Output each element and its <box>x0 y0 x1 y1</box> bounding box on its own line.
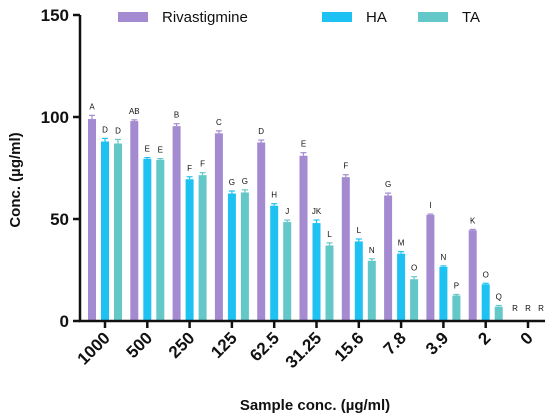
x-tick-label: 15.6 <box>331 328 368 365</box>
bar-ha-7.8 <box>397 253 406 321</box>
bar-rivastigmine-250 <box>172 126 181 322</box>
significance-letter: D <box>258 127 264 136</box>
legend: Rivastigmine HA TA <box>118 9 480 26</box>
significance-letter: J <box>285 207 289 216</box>
significance-letter: F <box>200 160 205 169</box>
x-ticks: 1000 500 250 125 62.531.25 15.6 7.8 3.9 2 0 <box>74 321 537 372</box>
significance-letter: E <box>145 145 150 154</box>
significance-letter: G <box>229 178 235 187</box>
significance-letter: G <box>385 180 391 189</box>
x-tick-label: 31.25 <box>282 328 326 372</box>
x-tick-label: 250 <box>165 328 198 361</box>
bar-rivastigmine-7.8 <box>384 195 393 321</box>
bar-ha-2 <box>481 284 490 321</box>
significance-letter: AB <box>129 107 140 116</box>
y-tick-label: 50 <box>50 210 69 229</box>
bar-rivastigmine-125 <box>214 133 223 321</box>
y-ticks: 0 50 100 150 <box>41 6 80 331</box>
bar-ta-125 <box>240 192 249 321</box>
bar-ha-15.6 <box>354 241 363 321</box>
significance-letters: A AB B C D E F G I K R D E F G H JK L M N O R D E F G J L N O P Q R <box>89 102 544 313</box>
significance-letter: B <box>174 111 179 120</box>
significance-letter: G <box>242 177 248 186</box>
significance-letter: P <box>454 281 459 290</box>
bar-rivastigmine-15.6 <box>341 177 350 321</box>
significance-letter: M <box>398 239 405 248</box>
y-axis-title: Conc. (µg/ml) <box>7 132 24 227</box>
bar-rivastigmine-3.9 <box>426 214 435 321</box>
legend-swatch-ta <box>418 12 448 22</box>
bar-ta-62.5 <box>283 222 292 321</box>
y-tick-label: 100 <box>41 108 69 127</box>
bar-ha-250 <box>185 179 194 321</box>
significance-letter: R <box>525 304 531 313</box>
bar-ta-1000 <box>114 143 122 321</box>
x-tick-label: 7.8 <box>380 328 410 358</box>
x-tick-label: 3.9 <box>422 328 452 358</box>
legend-label-ha: HA <box>366 9 387 26</box>
significance-letter: L <box>327 230 332 239</box>
legend-label-ta: TA <box>462 9 480 26</box>
bar-ha-62.5 <box>270 205 279 321</box>
bar-rivastigmine-1000 <box>88 119 96 321</box>
significance-letter: O <box>411 264 417 273</box>
significance-letter: A <box>89 102 95 111</box>
bar-rivastigmine-500 <box>130 121 139 321</box>
significance-letter: N <box>441 253 447 262</box>
bar-ha-31.25 <box>312 223 321 321</box>
significance-letter: JK <box>312 207 322 216</box>
significance-letter: C <box>216 118 222 127</box>
significance-letter: N <box>369 246 375 255</box>
significance-letter: D <box>102 125 108 134</box>
x-tick-label: 62.5 <box>246 328 283 365</box>
bar-ha-1000 <box>101 141 109 321</box>
significance-letter: E <box>158 146 163 155</box>
significance-letter: R <box>538 304 544 313</box>
legend-swatch-rivastigmine <box>118 12 148 22</box>
significance-letter: Q <box>496 292 502 301</box>
x-tick-label: 1000 <box>74 328 114 368</box>
significance-letter: E <box>301 140 306 149</box>
x-tick-label: 0 <box>517 328 537 348</box>
bar-ha-500 <box>143 158 152 321</box>
significance-letter: H <box>271 191 277 200</box>
significance-letter: K <box>470 216 476 225</box>
bar-ta-3.9 <box>452 295 461 321</box>
bar-ha-3.9 <box>439 266 448 321</box>
bar-ta-2 <box>494 306 503 321</box>
bar-rivastigmine-2 <box>468 230 477 321</box>
significance-letter: F <box>343 162 348 171</box>
bar-ta-500 <box>156 159 165 321</box>
bar-ta-15.6 <box>367 260 376 321</box>
y-tick-label: 150 <box>41 6 69 25</box>
bar-ta-31.25 <box>325 245 334 321</box>
x-tick-label: 2 <box>474 328 494 348</box>
bars <box>88 119 503 322</box>
significance-letter: R <box>512 304 518 313</box>
significance-letter: F <box>187 164 192 173</box>
significance-letter: L <box>357 226 362 235</box>
bar-rivastigmine-31.25 <box>299 155 308 321</box>
significance-letter: D <box>115 126 121 135</box>
bar-ha-125 <box>227 193 236 321</box>
bar-rivastigmine-62.5 <box>257 142 266 321</box>
significance-letter: I <box>429 201 431 210</box>
bar-ta-250 <box>198 175 207 321</box>
legend-swatch-ha <box>322 12 352 22</box>
x-axis-title: Sample conc. (µg/ml) <box>240 397 390 414</box>
significance-letter: O <box>483 270 489 279</box>
axes <box>78 15 545 323</box>
x-tick-label: 125 <box>207 328 240 361</box>
error-bars <box>89 114 502 307</box>
x-tick-label: 500 <box>123 328 156 361</box>
bar-ta-7.8 <box>410 279 419 321</box>
y-tick-label: 0 <box>60 312 69 331</box>
legend-label-rivastigmine: Rivastigmine <box>162 9 248 26</box>
